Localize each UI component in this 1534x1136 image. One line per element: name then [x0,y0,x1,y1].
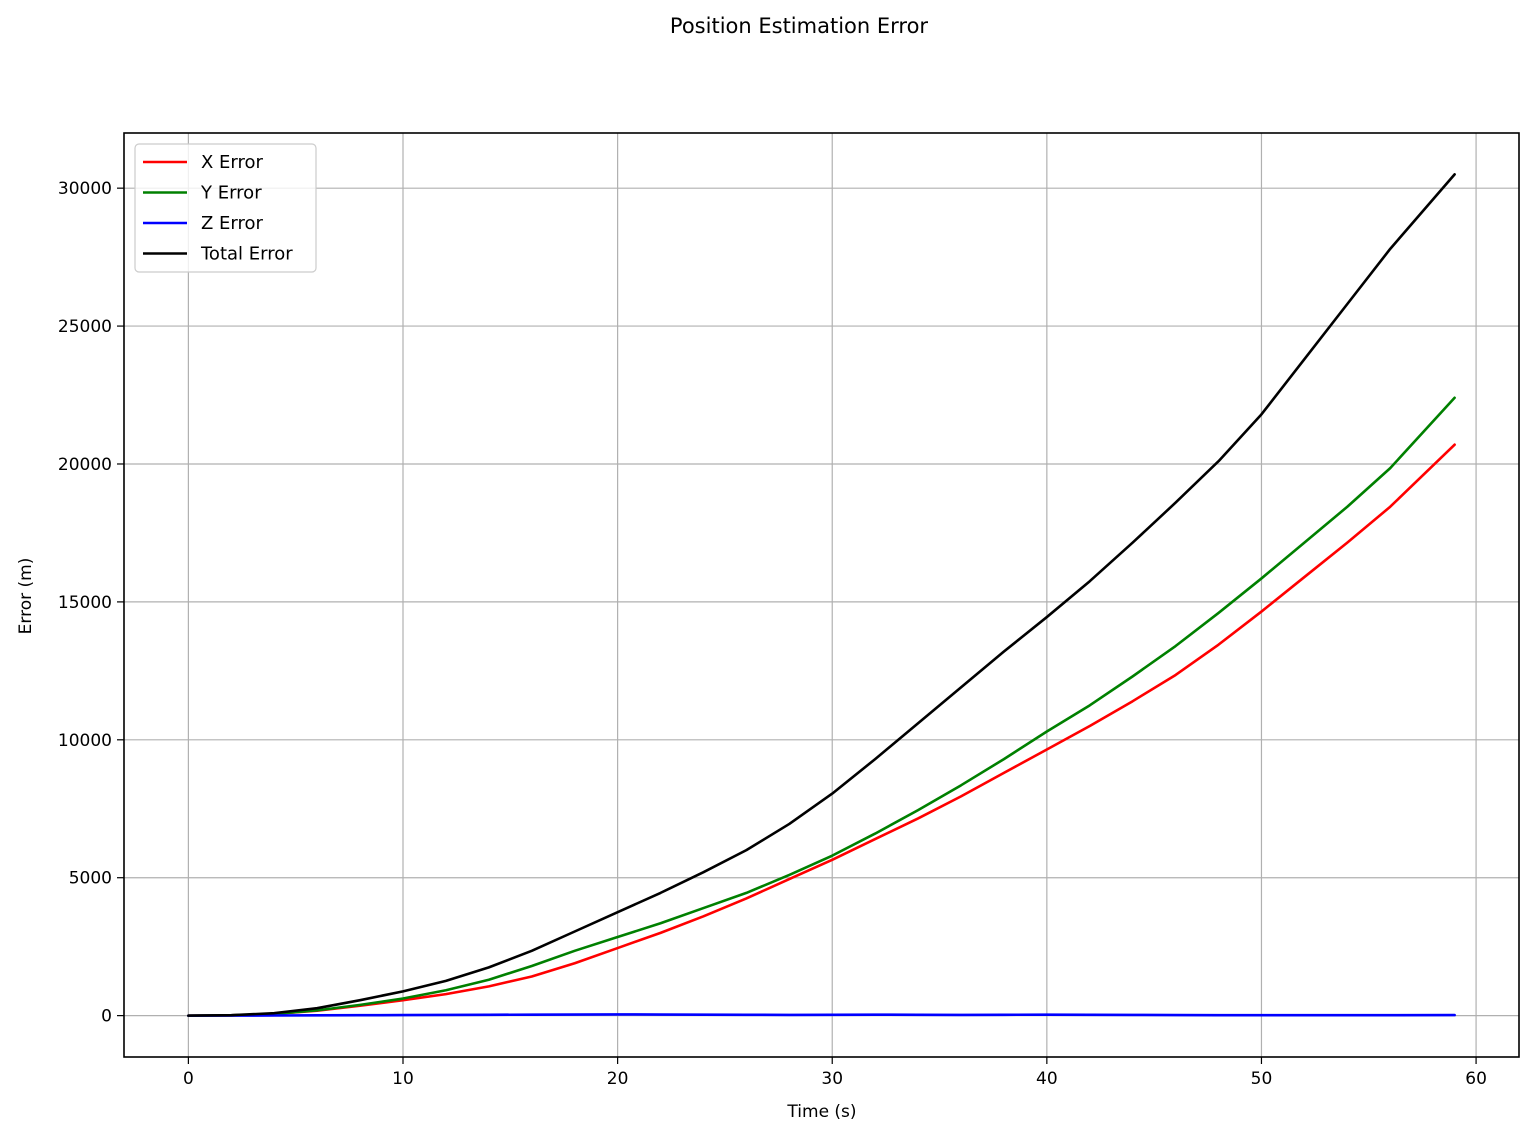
series-line-total-error [187,173,1456,1017]
x-tick-label: 50 [1251,1069,1273,1089]
legend-label: X Error [201,152,264,173]
legend-label: Z Error [201,213,264,234]
plot-area-frame [123,132,1520,1058]
series-line-x-error [187,443,1456,1017]
y-tick-label: 20000 [58,455,112,475]
legend: X Error Y Error Z Error Total Error [134,143,317,273]
chart-title: Position Estimation Error [670,14,928,38]
y-axis-label: Error (m) [16,558,36,635]
series-line-z-error [187,1013,1456,1017]
x-tick-label: 0 [183,1069,194,1089]
axis-ticks: 0 10 20 30 40 50 60 0 5000 10000 15000 20000 25000 30… [58,179,1487,1089]
y-tick-label: 30000 [58,179,112,199]
x-tick-label: 10 [392,1069,414,1089]
y-tick-label: 5000 [69,869,112,889]
legend-label: Total Error [200,244,293,265]
y-tick-label: 10000 [58,731,112,751]
y-tick-label: 15000 [58,593,112,613]
y-tick-label: 0 [101,1007,112,1027]
x-tick-label: 40 [1036,1069,1058,1089]
x-tick-label: 30 [821,1069,843,1089]
series-line-y-error [187,396,1456,1017]
legend-label: Y Error [200,183,262,204]
legend-box [134,143,317,273]
y-tick-label: 25000 [58,317,112,337]
x-axis-label: Time (s) [786,1102,856,1122]
x-tick-label: 20 [607,1069,629,1089]
x-tick-label: 60 [1465,1069,1487,1089]
series-layer [187,173,1456,1017]
